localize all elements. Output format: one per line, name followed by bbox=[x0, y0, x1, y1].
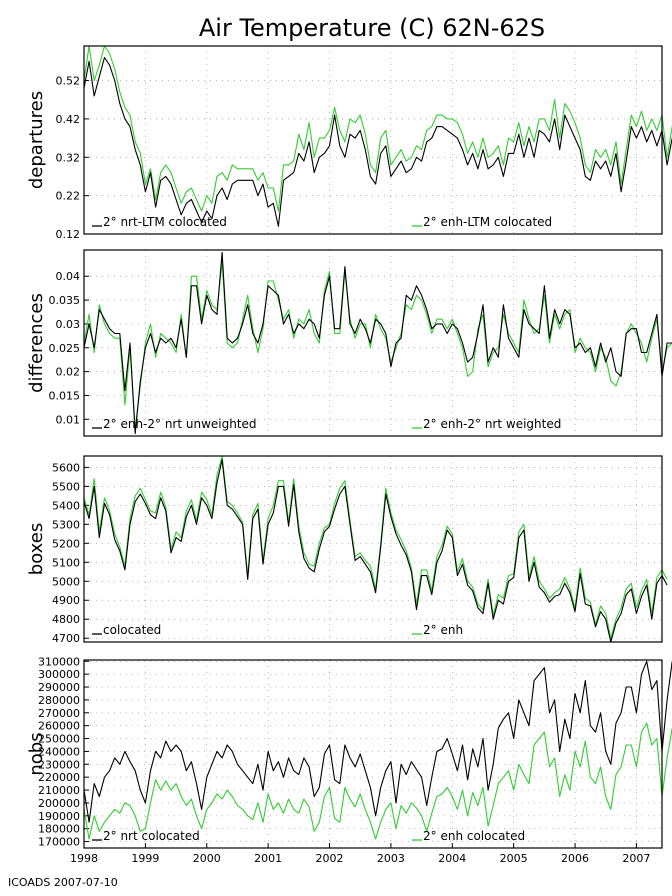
ytick-label-3: 5000 bbox=[52, 575, 80, 588]
ytick-label-11: 280000 bbox=[38, 694, 80, 707]
ytick-label-1: 180000 bbox=[38, 823, 80, 836]
ytick-label-4: 210000 bbox=[38, 784, 80, 797]
legend-label-1: 2° enh-2° nrt weighted bbox=[423, 417, 561, 431]
ytick-label-0: 0.12 bbox=[56, 228, 81, 241]
ytick-label-5: 0.035 bbox=[49, 294, 81, 307]
panel-departures: 0.12 0.22 0.32 0.42 0.52 departures 2° nrt-LTM… bbox=[26, 45, 672, 241]
ytick-label-4: 0.52 bbox=[56, 75, 81, 88]
legend-label-1: 2° enh bbox=[423, 623, 463, 637]
ytick-label-1: 0.015 bbox=[49, 389, 81, 402]
ytick-label-6: 0.04 bbox=[56, 270, 81, 283]
panel-frame bbox=[83, 249, 663, 437]
xtick-label-2004: 2004 bbox=[438, 852, 466, 865]
ytick-label-6: 5300 bbox=[52, 518, 80, 531]
ytick-label-14: 310000 bbox=[38, 655, 80, 668]
ylabel-boxes: boxes bbox=[26, 523, 47, 575]
panel-differences: 0.01 0.015 0.02 0.025 0.03 0.035 0.04 differenc… bbox=[26, 249, 672, 437]
ytick-label-0: 4700 bbox=[52, 632, 80, 645]
ytick-label-8: 5500 bbox=[52, 480, 80, 493]
xtick-label-2007: 2007 bbox=[622, 852, 650, 865]
ytick-label-5: 220000 bbox=[38, 771, 80, 784]
xtick-label-2005: 2005 bbox=[500, 852, 528, 865]
panel-nobs: 1700001800001900002000002100002200002300… bbox=[26, 655, 672, 849]
ytick-label-4: 0.03 bbox=[56, 318, 81, 331]
ytick-label-0: 170000 bbox=[38, 836, 80, 849]
ytick-label-1: 4800 bbox=[52, 613, 80, 626]
ytick-label-2: 4900 bbox=[52, 594, 80, 607]
legend-label-0: 2° nrt colocated bbox=[103, 829, 200, 843]
x-axis: 1998 1999 2000 2001 2002 2003 2004 2005 2006 2007 bbox=[70, 843, 650, 865]
ytick-label-2: 0.02 bbox=[56, 366, 81, 379]
xtick-label-2000: 2000 bbox=[193, 852, 221, 865]
ytick-label-3: 0.42 bbox=[56, 113, 81, 126]
panel-frame bbox=[83, 659, 663, 849]
ytick-label-7: 5400 bbox=[52, 499, 80, 512]
xtick-label-2003: 2003 bbox=[377, 852, 405, 865]
ytick-label-4: 5100 bbox=[52, 556, 80, 569]
ytick-label-9: 5600 bbox=[52, 461, 80, 474]
series-line-black bbox=[83, 660, 672, 823]
ytick-label-13: 300000 bbox=[38, 668, 80, 681]
legend-label-0: 2° nrt-LTM colocated bbox=[103, 215, 227, 229]
ytick-label-7: 240000 bbox=[38, 745, 80, 758]
legend-label-1: 2° enh-LTM colocated bbox=[423, 215, 552, 229]
ytick-label-9: 260000 bbox=[38, 720, 80, 733]
series-line-black bbox=[83, 459, 668, 643]
series-line-green bbox=[83, 45, 672, 212]
ytick-label-10: 270000 bbox=[38, 707, 80, 720]
xtick-label-1999: 1999 bbox=[131, 852, 159, 865]
panels-container: 0.12 0.22 0.32 0.42 0.52 departures 2° nrt-LTM… bbox=[26, 45, 672, 849]
legend-label-0: 2° enh-2° nrt unweighted bbox=[103, 417, 257, 431]
ylabel-nobs: nobs bbox=[26, 732, 47, 775]
ytick-label-2: 0.32 bbox=[56, 151, 81, 164]
ytick-label-6: 230000 bbox=[38, 758, 80, 771]
ytick-label-8: 250000 bbox=[38, 733, 80, 746]
legend-label-0: colocated bbox=[103, 623, 161, 637]
ylabel-departures: departures bbox=[26, 91, 47, 189]
panel-frame bbox=[83, 455, 663, 643]
ytick-label-3: 0.025 bbox=[49, 342, 81, 355]
legend-label-1: 2° enh colocated bbox=[423, 829, 525, 843]
series-line-black bbox=[83, 56, 672, 227]
series-line-green bbox=[83, 455, 668, 639]
ytick-label-1: 0.22 bbox=[56, 190, 81, 203]
panel-boxes: 4700 4800 4900 5000 5100 5200 5300 5400 5500 5600… bbox=[26, 455, 668, 645]
series-line-black bbox=[83, 251, 672, 435]
xtick-label-2006: 2006 bbox=[561, 852, 589, 865]
xtick-label-1998: 1998 bbox=[70, 852, 98, 865]
chart-title: Air Temperature (C) 62N-62S bbox=[199, 14, 545, 42]
xtick-label-2002: 2002 bbox=[316, 852, 344, 865]
series-line-green bbox=[83, 261, 672, 430]
ytick-label-12: 290000 bbox=[38, 681, 80, 694]
ylabel-differences: differences bbox=[26, 293, 47, 393]
ytick-label-0: 0.01 bbox=[56, 413, 81, 426]
footer-label: ICOADS 2007-07-10 bbox=[8, 876, 118, 889]
panel-frame bbox=[83, 45, 663, 235]
series-line-green bbox=[83, 722, 672, 840]
xtick-label-2001: 2001 bbox=[254, 852, 282, 865]
ytick-label-3: 200000 bbox=[38, 797, 80, 810]
ytick-label-5: 5200 bbox=[52, 537, 80, 550]
ytick-label-2: 190000 bbox=[38, 810, 80, 823]
